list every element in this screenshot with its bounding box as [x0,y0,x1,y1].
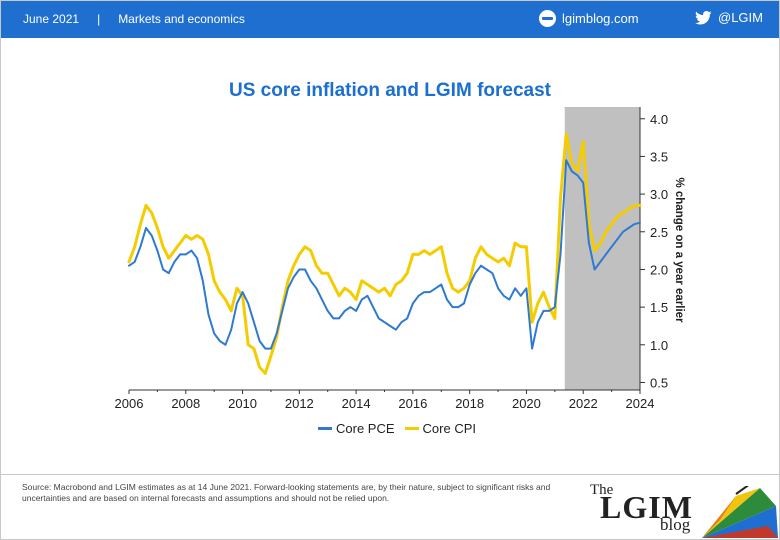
series-line-core-pce [128,159,641,350]
x-tick-label: 2024 [626,396,655,411]
umbrella-logo-icon [702,486,778,538]
x-tick-label: 2016 [398,396,427,411]
twitter-link[interactable]: @LGIM [695,10,763,25]
x-tick-label: 2010 [228,396,257,411]
logo-lgim: LGIM [600,489,693,525]
y-tick-label: 0.5 [650,375,668,390]
y-tick-label: 4.0 [650,112,668,127]
series-line-core-cpi [127,132,642,375]
legend-label-core-pce: Core PCE [336,421,395,436]
y-axis-label: % change on a year earlier [673,177,685,323]
header-separator: | [97,12,101,26]
x-tick-label: 2008 [171,396,200,411]
footer-divider [1,474,779,475]
legend-swatch-core-cpi [404,427,419,430]
logo-blog: blog [660,515,691,534]
legend-swatch-core-pce [318,427,332,430]
site-link[interactable]: lgimblog.com [539,10,639,27]
globe-icon [539,10,556,27]
y-tick-label: 2.5 [650,225,668,240]
x-tick-label: 2014 [342,396,371,411]
y-tick-label: 3.0 [650,187,668,202]
x-tick-label: 2020 [512,396,541,411]
logo-the: The [590,482,614,498]
y-tick-label: 3.5 [650,149,668,164]
y-tick-label: 1.5 [650,300,668,315]
header-section-link[interactable]: Markets and economics [118,12,245,26]
legend-label-core-cpi: Core CPI [422,421,476,436]
legend-item-core-cpi: Core CPI [404,421,476,436]
twitter-bird-icon [695,10,712,24]
x-tick-label: 2022 [569,396,598,411]
y-tick-label: 1.0 [650,338,668,353]
header-left: June 2021 | Markets and economics [23,12,245,26]
x-tick-label: 2012 [285,396,314,411]
site-label: lgimblog.com [562,11,639,26]
source-note: Source: Macrobond and LGIM estimates as … [22,482,551,503]
chart-legend: Core PCE Core CPI [318,421,486,436]
chart-title: US core inflation and LGIM forecast [229,80,551,101]
y-tick-label: 2.0 [650,262,668,277]
header-bar: June 2021 | Markets and economics lgimblog… [1,1,779,38]
x-tick-label: 2018 [455,396,484,411]
header-date: June 2021 [23,12,80,26]
twitter-handle: @LGIM [718,10,763,25]
legend-item-core-pce: Core PCE [318,421,395,436]
forecast-shaded-region [564,107,640,390]
x-tick-label: 2006 [115,396,144,411]
